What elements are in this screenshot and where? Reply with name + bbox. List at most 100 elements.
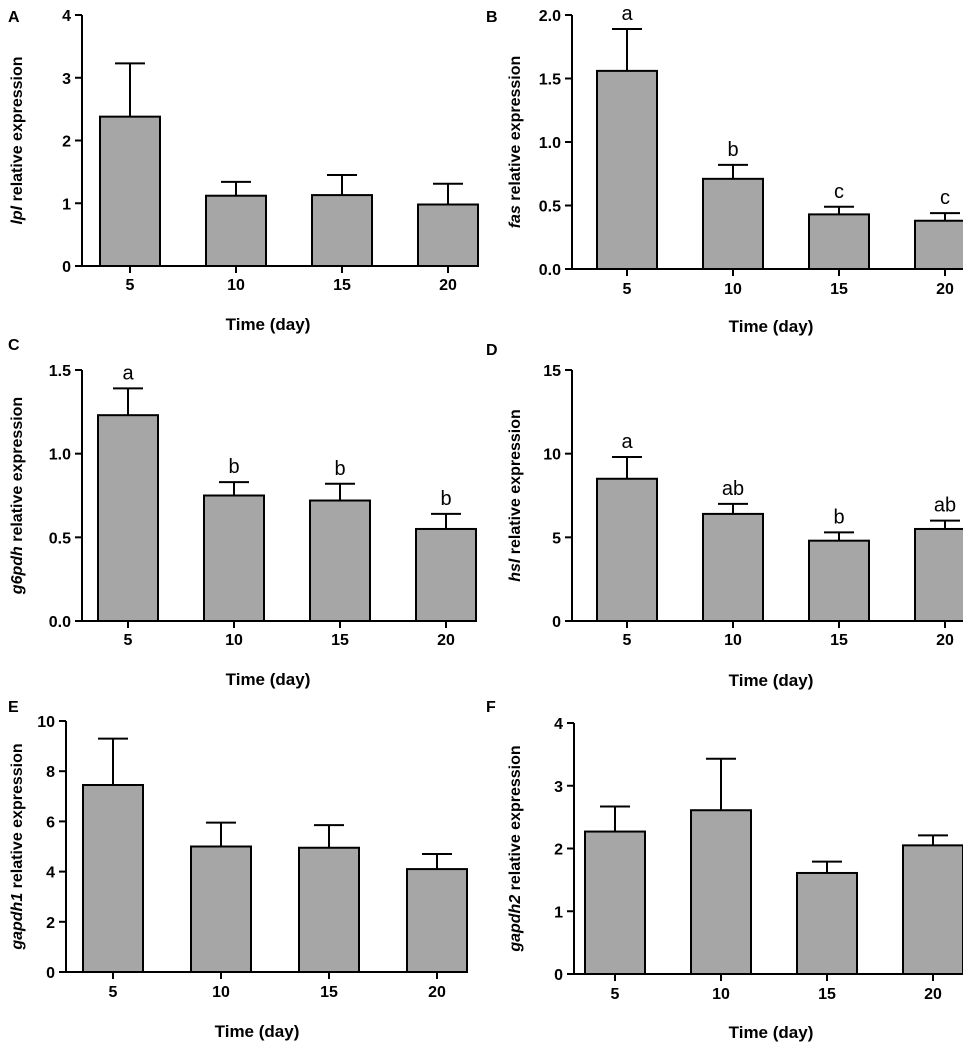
- bar-20: [914, 219, 963, 271]
- x-tick-label: 15: [331, 632, 349, 649]
- y-axis-gene-name: fas: [507, 205, 524, 228]
- y-tick-label: 2: [62, 134, 71, 151]
- y-tick-label: 0.0: [49, 614, 71, 631]
- y-tick-label: 3: [62, 71, 71, 88]
- panel-letter: D: [486, 342, 498, 359]
- panel-letter: B: [486, 9, 498, 26]
- x-tick-label: 15: [320, 984, 338, 1001]
- chart-panel-d: Da 5 ab 10 b 15 ab 20 0 5 10 15 Time (day) hsl relati…: [486, 342, 963, 690]
- bar-20: [406, 868, 468, 974]
- bar-5: [97, 414, 159, 622]
- bar-20: [914, 527, 963, 623]
- y-tick-label: 10: [543, 447, 561, 464]
- significance-label: b: [727, 139, 738, 161]
- chart-panel-f: F 5 10 15 20 0 1 2 3 4 Time (day) gapdh2 relative e…: [486, 699, 963, 1042]
- significance-label: b: [833, 506, 844, 528]
- bar-15: [298, 846, 360, 974]
- y-tick-label: 0.5: [49, 530, 71, 547]
- chart-panel-c: Ca 5 b 10 b 15 b 20 0.0 0.5 1.0 1.5 Time (day) g6pdh …: [8, 337, 477, 689]
- x-tick-label: 15: [818, 986, 836, 1003]
- significance-label: b: [228, 456, 239, 478]
- significance-label: b: [440, 488, 451, 510]
- significance-label: a: [621, 3, 633, 25]
- y-tick-label: 1.5: [49, 363, 71, 380]
- chart-panel-a: A 5 10 15 20 0 1 2 3 4 Time (day) lpl relative expr…: [8, 8, 479, 334]
- panel-letter: E: [8, 699, 19, 716]
- y-tick-label: 1.5: [539, 72, 561, 89]
- x-tick-label: 20: [428, 984, 446, 1001]
- y-axis-title-suffix: relative expression: [507, 745, 524, 894]
- y-tick-label: 5: [552, 530, 561, 547]
- y-tick-label: 15: [543, 363, 561, 380]
- y-tick-label: 0: [554, 967, 563, 984]
- bar-10: [702, 512, 764, 623]
- y-tick-label: 10: [37, 714, 55, 731]
- bar-15: [808, 213, 870, 270]
- y-axis-title: fas relative expression: [507, 56, 524, 229]
- y-axis-gene-name: lpl: [9, 205, 26, 224]
- y-axis-title-suffix: relative expression: [9, 743, 26, 892]
- x-axis-title: Time (day): [729, 671, 814, 690]
- x-tick-label: 10: [724, 281, 742, 298]
- x-tick-label: 10: [712, 986, 730, 1003]
- x-axis-title: Time (day): [226, 315, 311, 334]
- x-axis-title: Time (day): [729, 1023, 814, 1042]
- x-axis-title: Time (day): [215, 1022, 300, 1041]
- x-tick-label: 10: [724, 632, 742, 649]
- bar-20: [902, 844, 963, 975]
- x-tick-label: 5: [611, 986, 620, 1003]
- bar-10: [203, 494, 265, 622]
- significance-label: a: [122, 362, 134, 384]
- chart-panel-e: E 5 10 15 20 0 2 4 6 8 10 Time (day) gapdh1 relative…: [8, 699, 468, 1041]
- y-axis-gene-name: gapdh2: [507, 895, 524, 953]
- bar-5: [99, 115, 161, 267]
- bar-10: [702, 177, 764, 270]
- y-axis-gene-name: hsl: [507, 558, 524, 582]
- bar-10: [205, 194, 267, 267]
- bar-5: [596, 477, 658, 622]
- significance-label: c: [834, 181, 844, 203]
- significance-label: ab: [722, 478, 744, 500]
- y-tick-label: 0: [62, 259, 71, 276]
- x-tick-label: 10: [227, 277, 245, 294]
- x-tick-label: 5: [623, 632, 632, 649]
- y-axis-title: hsl relative expression: [507, 409, 524, 582]
- y-tick-label: 6: [46, 814, 55, 831]
- y-tick-label: 2.0: [539, 8, 561, 25]
- y-tick-label: 4: [46, 865, 55, 882]
- x-tick-label: 20: [936, 281, 954, 298]
- bar-5: [82, 784, 144, 973]
- y-tick-label: 3: [554, 779, 563, 796]
- y-tick-label: 1.0: [539, 135, 561, 152]
- y-axis-title-suffix: relative expression: [507, 56, 524, 205]
- x-tick-label: 5: [623, 281, 632, 298]
- y-tick-label: 2: [554, 842, 563, 859]
- y-tick-label: 8: [46, 764, 55, 781]
- significance-label: b: [334, 458, 345, 480]
- x-tick-label: 15: [333, 277, 351, 294]
- y-axis-title-suffix: relative expression: [9, 56, 26, 205]
- bar-15: [808, 539, 870, 622]
- y-tick-label: 1: [62, 196, 71, 213]
- x-tick-label: 20: [439, 277, 457, 294]
- bar-10: [190, 845, 252, 973]
- x-tick-label: 15: [830, 281, 848, 298]
- x-tick-label: 5: [126, 277, 135, 294]
- y-axis-gene-name: gapdh1: [9, 893, 26, 951]
- panel-letter: A: [8, 9, 20, 26]
- significance-label: c: [940, 187, 950, 209]
- bar-5: [584, 830, 646, 975]
- bar-15: [796, 871, 858, 975]
- x-tick-label: 10: [225, 632, 243, 649]
- x-tick-label: 20: [924, 986, 942, 1003]
- y-tick-label: 1.0: [49, 447, 71, 464]
- y-tick-label: 2: [46, 915, 55, 932]
- y-axis-title: gapdh1 relative expression: [9, 743, 26, 950]
- y-tick-label: 1: [554, 904, 563, 921]
- bar-20: [415, 527, 477, 623]
- panel-letter: C: [8, 337, 20, 354]
- y-axis-title: g6pdh relative expression: [9, 397, 26, 595]
- y-tick-label: 0: [552, 614, 561, 631]
